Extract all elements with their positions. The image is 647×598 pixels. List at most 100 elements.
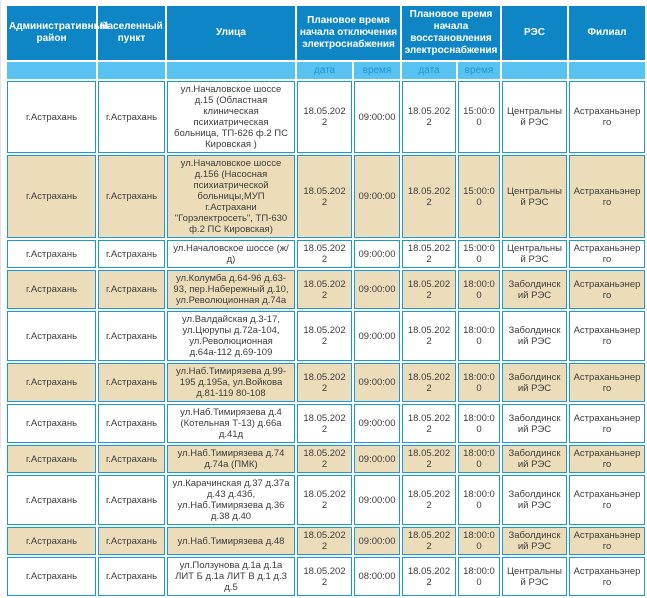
col-header-branch: Филиал	[569, 6, 645, 60]
table-row: г.Астрахань г.Астрахань ул.Карачинская д…	[7, 475, 645, 525]
cell-outage-date: 18.05.2022	[297, 527, 352, 555]
cell-outage-date: 18.05.2022	[297, 557, 352, 596]
cell-district: г.Астрахань	[7, 445, 96, 473]
subheader-branch-empty	[569, 62, 645, 79]
cell-settlement: г.Астрахань	[98, 311, 165, 361]
col-header-res: РЭС	[502, 6, 567, 60]
cell-restore-time: 18:00:00	[458, 311, 500, 361]
cell-restore-date: 18.05.2022	[402, 155, 456, 238]
cell-outage-time: 09:00:00	[354, 527, 400, 555]
cell-restore-time: 18:00:00	[458, 404, 500, 443]
cell-settlement: г.Астрахань	[98, 240, 165, 268]
cell-restore-date: 18.05.2022	[402, 240, 456, 268]
cell-branch: Астраханьэнерго	[569, 557, 645, 596]
cell-branch: Астраханьэнерго	[569, 445, 645, 473]
cell-res: Центральный РЭС	[502, 81, 567, 153]
cell-outage-date: 18.05.2022	[297, 475, 352, 525]
cell-branch: Астраханьэнерго	[569, 240, 645, 268]
cell-restore-date: 18.05.2022	[402, 557, 456, 596]
cell-res: Заболдинский РЭС	[502, 311, 567, 361]
cell-outage-date: 18.05.2022	[297, 404, 352, 443]
cell-street: ул.Ползунова д.1а д.1а ЛИТ Б д.1а ЛИТ В …	[167, 557, 295, 596]
header-row-main: Административный район Населенный пункт …	[7, 6, 645, 60]
cell-restore-time: 18:00:00	[458, 475, 500, 525]
cell-street: ул.Валдайская д.3-17, ул.Цюрупы д.72а-10…	[167, 311, 295, 361]
cell-res: Заболдинский РЭС	[502, 445, 567, 473]
cell-branch: Астраханьэнерго	[569, 475, 645, 525]
cell-restore-date: 18.05.2022	[402, 404, 456, 443]
cell-restore-time: 18:00:00	[458, 527, 500, 555]
cell-settlement: г.Астрахань	[98, 155, 165, 238]
cell-restore-date: 18.05.2022	[402, 445, 456, 473]
table-row: г.Астрахань г.Астрахань ул.Наб.Тимирязев…	[7, 363, 645, 402]
table-row: г.Астрахань г.Астрахань ул.Ползунова д.1…	[7, 557, 645, 596]
col-header-street: Улица	[167, 6, 295, 60]
table-row: г.Астрахань г.Астрахань ул.Наб.Тимирязев…	[7, 404, 645, 443]
cell-district: г.Астрахань	[7, 475, 96, 525]
cell-restore-date: 18.05.2022	[402, 363, 456, 402]
subheader-street-empty	[167, 62, 295, 79]
table-body: г.Астрахань г.Астрахань ул.Началовское ш…	[7, 81, 645, 596]
cell-street: ул.Началовское шоссе (ж/д)	[167, 240, 295, 268]
subheader-res-empty	[502, 62, 567, 79]
col-header-district: Административный район	[7, 6, 108, 60]
cell-outage-time: 09:00:00	[354, 363, 400, 402]
subheader-outage-time: время	[354, 62, 400, 79]
cell-settlement: г.Астрахань	[98, 81, 165, 153]
cell-res: Заболдинский РЭС	[502, 363, 567, 402]
subheader-restore-date: дата	[402, 62, 456, 79]
subheader-outage-date: дата	[297, 62, 352, 79]
cell-district: г.Астрахань	[7, 527, 96, 555]
cell-district: г.Астрахань	[7, 270, 96, 309]
cell-branch: Астраханьэнерго	[569, 81, 645, 153]
col-header-settlement: Населенный пункт	[98, 6, 165, 60]
cell-district: г.Астрахань	[7, 557, 96, 596]
cell-settlement: г.Астрахань	[98, 270, 165, 309]
table-header: Административный район Населенный пункт …	[7, 6, 645, 79]
cell-res: Заболдинский РЭС	[502, 270, 567, 309]
cell-outage-time: 09:00:00	[354, 270, 400, 309]
subheader-settlement-empty	[98, 62, 165, 79]
cell-street: ул.Наб.Тимирязева д.48	[167, 527, 295, 555]
cell-restore-time: 18:00:00	[458, 445, 500, 473]
subheader-restore-time: время	[458, 62, 500, 79]
cell-outage-time: 09:00:00	[354, 81, 400, 153]
cell-district: г.Астрахань	[7, 81, 96, 153]
cell-settlement: г.Астрахань	[98, 363, 165, 402]
cell-district: г.Астрахань	[7, 311, 96, 361]
cell-street: ул.Колумба д.64-96 д.63-93, пер.Набережн…	[167, 270, 295, 309]
cell-outage-date: 18.05.2022	[297, 363, 352, 402]
cell-restore-time: 15:00:00	[458, 240, 500, 268]
cell-outage-date: 18.05.2022	[297, 270, 352, 309]
cell-outage-date: 18.05.2022	[297, 311, 352, 361]
table-row: г.Астрахань г.Астрахань ул.Началовское ш…	[7, 81, 645, 153]
cell-district: г.Астрахань	[7, 363, 96, 402]
table-row: г.Астрахань г.Астрахань ул.Наб.Тимирязев…	[7, 527, 645, 555]
header-row-sub: дата время дата время	[7, 62, 645, 79]
cell-restore-date: 18.05.2022	[402, 270, 456, 309]
cell-outage-time: 09:00:00	[354, 240, 400, 268]
cell-restore-time: 18:00:00	[458, 557, 500, 596]
cell-outage-time: 08:00:00	[354, 557, 400, 596]
cell-settlement: г.Астрахань	[98, 404, 165, 443]
col-header-restore-group: Плановое время начала восстановления эле…	[402, 6, 500, 60]
cell-restore-date: 18.05.2022	[402, 311, 456, 361]
cell-outage-date: 18.05.2022	[297, 445, 352, 473]
cell-street: ул.Наб.Тимирязева д.4 (Котельная Т-13) д…	[167, 404, 295, 443]
cell-street: ул.Началовское шоссе д.15 (Областная кли…	[167, 81, 295, 153]
cell-outage-time: 09:00:00	[354, 155, 400, 238]
cell-restore-time: 15:00:00	[458, 155, 500, 238]
cell-outage-date: 18.05.2022	[297, 240, 352, 268]
cell-restore-date: 18.05.2022	[402, 81, 456, 153]
cell-outage-date: 18.05.2022	[297, 155, 352, 238]
cell-district: г.Астрахань	[7, 404, 96, 443]
cell-branch: Астраханьэнерго	[569, 363, 645, 402]
cell-street: ул.Наб.Тимирязева д.99-195 д.195а, ул.Во…	[167, 363, 295, 402]
table-row: г.Астрахань г.Астрахань ул.Началовское ш…	[7, 155, 645, 238]
table-row: г.Астрахань г.Астрахань ул.Наб.Тимирязев…	[7, 445, 645, 473]
cell-branch: Астраханьэнерго	[569, 404, 645, 443]
cell-branch: Астраханьэнерго	[569, 527, 645, 555]
cell-district: г.Астрахань	[7, 240, 96, 268]
cell-res: Центральный РЭС	[502, 557, 567, 596]
